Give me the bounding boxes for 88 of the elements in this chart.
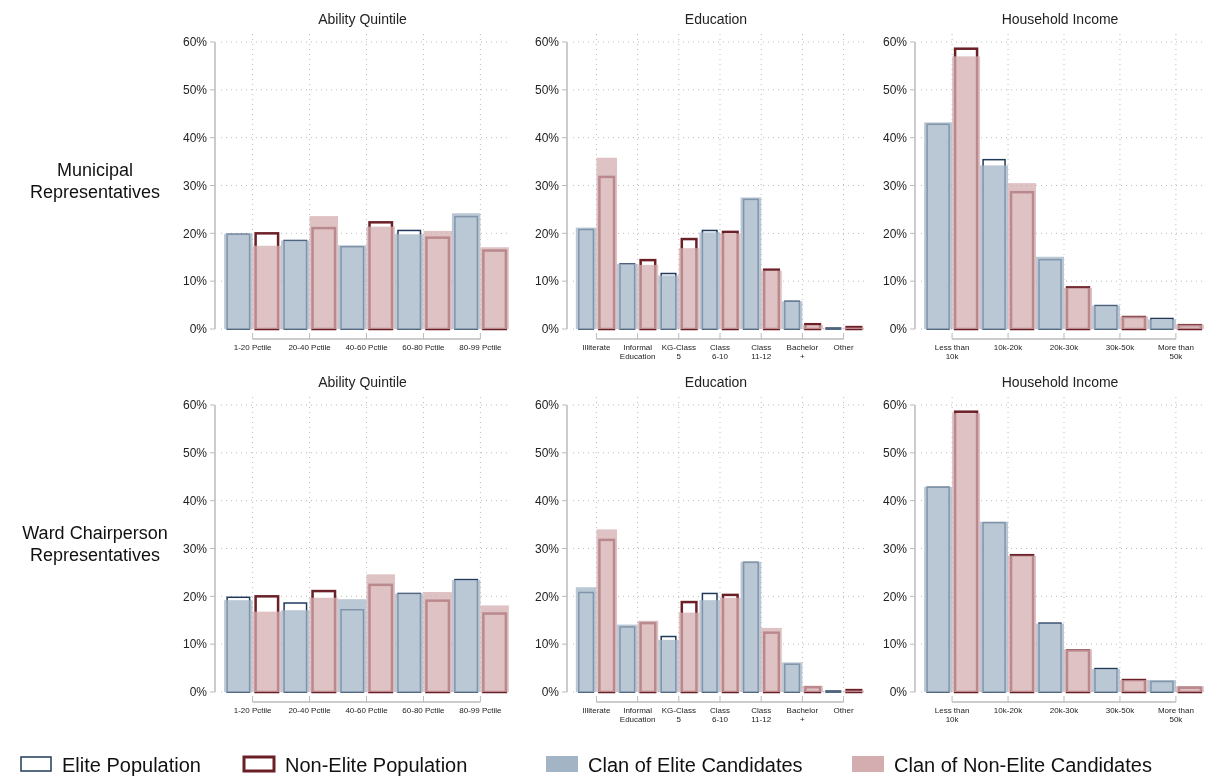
y-tick-label: 30% — [534, 178, 560, 193]
x-tick-label: Other — [833, 343, 854, 352]
y-tick-label: 60% — [182, 398, 208, 413]
legend-label: Clan of Non-Elite Candidates — [894, 754, 1152, 776]
y-tick-label: 50% — [882, 446, 908, 461]
x-tick-label: 20-40 Pctile — [288, 706, 332, 715]
y-tick-label: 50% — [534, 446, 560, 461]
y-tick-label: 50% — [182, 83, 208, 98]
chart-title: Education — [684, 374, 748, 390]
x-tick-label: 80-99 Pctile — [459, 706, 503, 715]
y-tick-label: 30% — [534, 541, 560, 556]
x-tick-label: 10k-20k — [993, 343, 1024, 352]
x-tick-label: 40-60 Pctile — [345, 343, 389, 352]
x-tick-label: Bachelor + — [786, 343, 819, 361]
x-tick-label: 80-99 Pctile — [459, 343, 503, 352]
y-tick-label: 60% — [182, 35, 208, 50]
y-tick-label: 30% — [182, 541, 208, 556]
y-tick-label: 50% — [882, 83, 908, 98]
y-tick-label: 60% — [882, 398, 908, 413]
chart-title: Household Income — [1001, 11, 1119, 27]
y-tick-label: 0% — [541, 685, 560, 700]
x-tick-label: Class 6-10 — [709, 343, 731, 361]
x-tick-label: Illiterate — [582, 706, 611, 715]
y-tick-label: 10% — [882, 274, 908, 289]
y-tick-label: 40% — [182, 130, 208, 145]
legend-label: Elite Population — [62, 754, 201, 776]
x-tick-label: Class 11-12 — [751, 343, 772, 361]
y-tick-label: 20% — [534, 226, 560, 241]
y-tick-label: 10% — [534, 637, 560, 652]
y-tick-label: 0% — [189, 322, 208, 337]
y-tick-label: 20% — [182, 589, 208, 604]
y-tick-label: 0% — [889, 322, 908, 337]
x-tick-label: Class 11-12 — [751, 706, 772, 724]
y-axis-title: Ward Chairperson Representatives — [22, 522, 168, 565]
y-tick-label: 50% — [534, 83, 560, 98]
y-tick-label: 0% — [189, 685, 208, 700]
y-axis-title: Municipal Representatives — [29, 159, 161, 202]
y-tick-label: 30% — [882, 178, 908, 193]
legend-label: Non-Elite Population — [285, 754, 468, 776]
x-tick-label: 30k-50k — [1105, 706, 1136, 715]
x-tick-label: KG-Class 5 — [661, 343, 696, 361]
x-tick-label: Bachelor + — [786, 706, 819, 724]
x-tick-label: 40-60 Pctile — [345, 706, 389, 715]
x-tick-label: 60-80 Pctile — [402, 343, 446, 352]
y-tick-label: 40% — [882, 130, 908, 145]
y-tick-label: 40% — [882, 493, 908, 508]
y-tick-label: 10% — [182, 274, 208, 289]
y-tick-label: 20% — [882, 589, 908, 604]
x-tick-label: Less than 10k — [934, 706, 970, 724]
x-tick-label: 1-20 Pctile — [233, 343, 273, 352]
chart-title: Household Income — [1001, 374, 1119, 390]
x-tick-label: 10k-20k — [993, 706, 1024, 715]
y-tick-label: 50% — [182, 446, 208, 461]
x-tick-label: 30k-50k — [1105, 343, 1136, 352]
x-tick-label: KG-Class 5 — [661, 706, 696, 724]
y-tick-label: 30% — [182, 178, 208, 193]
y-tick-label: 10% — [882, 637, 908, 652]
x-tick-label: More than 50k — [1157, 343, 1194, 361]
x-tick-label: 60-80 Pctile — [402, 706, 446, 715]
y-tick-label: 40% — [534, 130, 560, 145]
x-tick-label: Illiterate — [582, 343, 611, 352]
y-tick-label: 40% — [534, 493, 560, 508]
y-tick-label: 20% — [882, 226, 908, 241]
x-tick-label: More than 50k — [1157, 706, 1194, 724]
x-tick-label: Informal Education — [619, 343, 656, 361]
y-tick-label: 40% — [182, 493, 208, 508]
x-tick-label: 1-20 Pctile — [233, 706, 273, 715]
y-tick-label: 30% — [882, 541, 908, 556]
x-tick-label: 20k-30k — [1049, 343, 1080, 352]
x-tick-label: Informal Education — [619, 706, 656, 724]
legend-label: Clan of Elite Candidates — [588, 754, 803, 776]
y-tick-label: 20% — [534, 589, 560, 604]
x-tick-label: Class 6-10 — [709, 706, 731, 724]
x-tick-label: Less than 10k — [934, 343, 970, 361]
chart-title: Ability Quintile — [318, 374, 408, 390]
y-tick-label: 60% — [534, 35, 560, 50]
y-tick-label: 0% — [541, 322, 560, 337]
chart-title: Education — [684, 11, 748, 27]
y-tick-label: 60% — [882, 35, 908, 50]
y-tick-label: 10% — [534, 274, 560, 289]
y-tick-label: 20% — [182, 226, 208, 241]
y-tick-label: 0% — [889, 685, 908, 700]
y-tick-label: 60% — [534, 398, 560, 413]
chart-title: Ability Quintile — [318, 11, 408, 27]
x-tick-label: 20k-30k — [1049, 706, 1080, 715]
x-tick-label: 20-40 Pctile — [288, 343, 332, 352]
x-tick-label: Other — [833, 706, 854, 715]
y-tick-label: 10% — [182, 637, 208, 652]
